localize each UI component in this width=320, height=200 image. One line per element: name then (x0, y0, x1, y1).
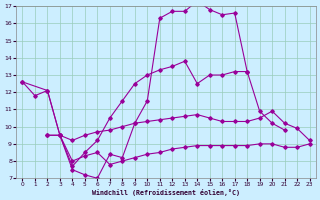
X-axis label: Windchill (Refroidissement éolien,°C): Windchill (Refroidissement éolien,°C) (92, 189, 240, 196)
